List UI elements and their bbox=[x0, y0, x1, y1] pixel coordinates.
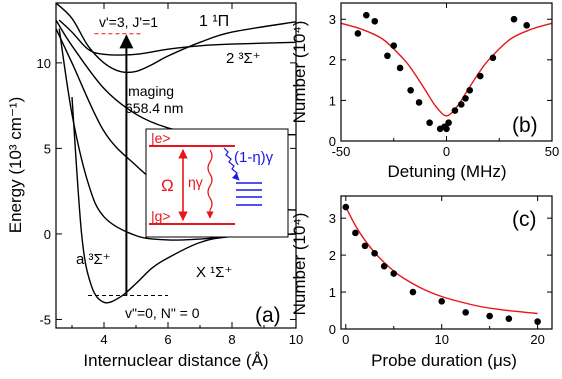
upper-level-label: v'=3, J'=1 bbox=[99, 14, 158, 30]
panel-b-label: (b) bbox=[512, 114, 538, 137]
panel-a-frame bbox=[55, 2, 297, 329]
data-point bbox=[390, 42, 398, 49]
data-point bbox=[396, 64, 404, 72]
x-tick-label: 50 bbox=[545, 144, 559, 159]
x-tick-label: -50 bbox=[332, 144, 351, 159]
decay-other-arrow bbox=[223, 147, 240, 181]
panel-b-ylabel: Number (10⁴) bbox=[290, 21, 309, 124]
y-tick-label: 5 bbox=[44, 141, 51, 156]
panel-c: 0 10 20 0 1 2 3 Probe duration (μs) Number (10… bbox=[290, 195, 553, 370]
y-tick-label: 0 bbox=[44, 227, 51, 242]
x-tick-label: 6 bbox=[164, 332, 171, 347]
y-tick-label: 2 bbox=[329, 53, 336, 68]
decay-to-ground-arrow bbox=[206, 149, 214, 219]
panel-a-annotations bbox=[88, 33, 168, 296]
y-tick-label: 10 bbox=[37, 56, 51, 71]
panel-a-label: (a) bbox=[255, 304, 281, 327]
data-point bbox=[523, 22, 530, 29]
data-point bbox=[390, 270, 398, 277]
x-tick-label: 10 bbox=[289, 332, 303, 347]
y-tick-label: -5 bbox=[39, 312, 51, 327]
fit-curve bbox=[340, 22, 553, 117]
level-diagram-inset: |e> |g> Ω ηγ (1-η)γ bbox=[145, 128, 289, 238]
data-point bbox=[361, 242, 369, 250]
panel-a-ticks: 4 6 8 10 -5 0 5 10 bbox=[37, 3, 303, 347]
y-tick-label: 1 bbox=[329, 93, 336, 108]
data-point bbox=[363, 11, 370, 19]
panel-c-ylabel: Number (10⁴) bbox=[290, 213, 309, 316]
sigma2-state-label: 2 ³Σ⁺ bbox=[226, 50, 261, 67]
x-tick-label: 10 bbox=[434, 332, 448, 347]
y-tick-label: 3 bbox=[329, 211, 336, 226]
fit-curve bbox=[345, 206, 538, 315]
potential-curve-4 bbox=[56, 3, 296, 74]
x-tick-label: 8 bbox=[228, 332, 235, 347]
y-tick-label: 3 bbox=[329, 12, 336, 27]
data-point bbox=[457, 101, 465, 108]
data-point bbox=[489, 54, 497, 62]
data-point bbox=[445, 119, 452, 127]
data-point bbox=[462, 95, 469, 102]
panel-c-xlabel: Probe duration (μs) bbox=[371, 351, 517, 370]
panel-a-ylabel: Energy (10³ cm⁻¹) bbox=[6, 97, 25, 234]
data-point bbox=[462, 309, 469, 316]
data-point bbox=[466, 86, 474, 94]
decay-to-ground-label: ηγ bbox=[188, 174, 203, 190]
rabi-label: Ω bbox=[161, 176, 174, 195]
lower-level-label: v"=0, N" = 0 bbox=[125, 305, 200, 321]
y-tick-label: 0 bbox=[329, 322, 336, 337]
data-point bbox=[352, 229, 359, 237]
potential-curve-5 bbox=[56, 19, 296, 136]
panel-c-frame bbox=[340, 195, 553, 330]
data-point bbox=[384, 52, 391, 60]
data-point bbox=[354, 30, 362, 37]
excited-state-label: |e> bbox=[151, 130, 171, 146]
panel-a: 4 6 8 10 -5 0 5 10 Internuclear distance (Å) En… bbox=[6, 2, 303, 370]
data-point bbox=[371, 249, 378, 257]
potential-curve-1 bbox=[71, 97, 296, 304]
data-point bbox=[486, 312, 493, 320]
y-tick-label: 2 bbox=[329, 248, 336, 263]
x-tick-label: 0 bbox=[443, 144, 450, 159]
data-point bbox=[371, 17, 379, 25]
data-point bbox=[505, 315, 513, 322]
panel-b-xlabel: Detuning (MHz) bbox=[387, 162, 506, 181]
x-tick-label: 4 bbox=[100, 332, 107, 347]
data-point bbox=[510, 15, 518, 23]
wavelength-label: 658.4 nm bbox=[125, 100, 183, 116]
panel-a-xlabel: Internuclear distance (Å) bbox=[83, 351, 268, 370]
pi-state-label: 1 ¹Π bbox=[199, 13, 229, 30]
data-point bbox=[409, 288, 417, 296]
imaging-label: imaging bbox=[125, 83, 174, 99]
data-point bbox=[426, 119, 433, 127]
data-point bbox=[534, 318, 541, 325]
data-point bbox=[476, 72, 484, 80]
data-point bbox=[443, 125, 450, 133]
x-state-label: X ¹Σ⁺ bbox=[196, 264, 232, 281]
data-point bbox=[451, 107, 459, 114]
x-tick-label: 0 bbox=[342, 332, 349, 347]
panel-c-ticks: 0 10 20 0 1 2 3 bbox=[329, 196, 552, 347]
panel-c-label: (c) bbox=[512, 208, 537, 231]
data-point bbox=[407, 86, 414, 94]
panel-c-plot bbox=[342, 203, 541, 325]
data-point bbox=[380, 262, 388, 270]
y-tick-label: 1 bbox=[329, 285, 336, 300]
decay-other-label: (1-η)γ bbox=[234, 149, 274, 166]
data-point bbox=[438, 297, 446, 305]
data-point bbox=[342, 203, 350, 211]
ground-state-label: |g> bbox=[151, 208, 171, 224]
potential-curve-3 bbox=[58, 19, 296, 56]
a-state-label: a ³Σ⁺ bbox=[76, 251, 111, 268]
x-tick-label: 20 bbox=[530, 332, 544, 347]
data-point bbox=[415, 99, 423, 106]
y-tick-label: 0 bbox=[329, 134, 336, 149]
panel-b-plot bbox=[340, 11, 553, 133]
